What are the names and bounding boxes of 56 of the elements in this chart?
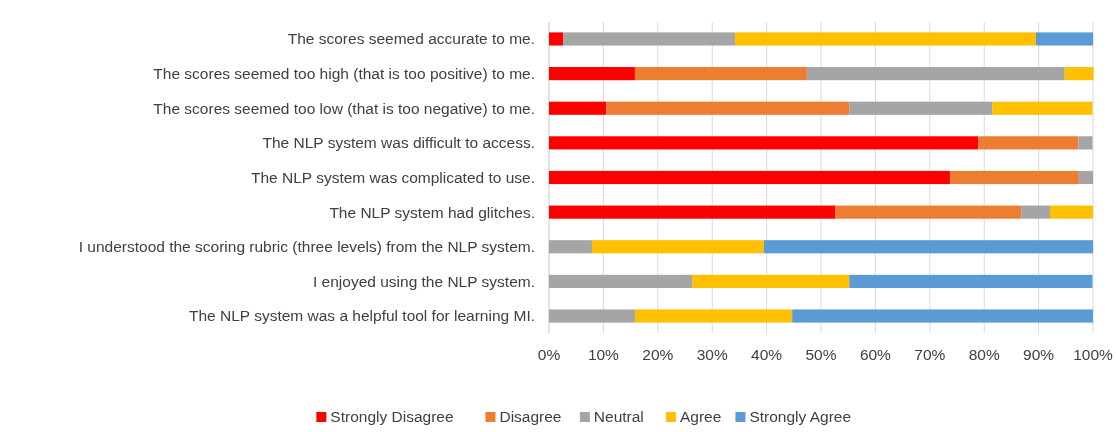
x-tick-label: 10% [587, 346, 620, 363]
y-tick-label: The scores seemed too high (that is too positive) to me. [153, 65, 535, 83]
legend-label: Agree [679, 408, 722, 426]
x-tick-label: 80% [968, 346, 1000, 363]
bar [692, 274, 850, 288]
legend-label: Neutral [593, 408, 644, 426]
bar [549, 205, 836, 219]
bar [1035, 32, 1093, 46]
x-tick-label: 100% [1073, 346, 1114, 363]
bar [563, 32, 736, 46]
bar [835, 205, 1022, 219]
bar [992, 101, 1093, 115]
bar [735, 32, 1036, 46]
bar [634, 309, 793, 323]
bar [849, 274, 1093, 288]
bar [634, 67, 807, 81]
x-tick-label: 70% [914, 346, 946, 363]
x-tick-label: 0% [537, 346, 561, 363]
x-tick-label: 60% [859, 346, 892, 363]
y-tick-label: I understood the scoring rubric (three levels) from the NLP system. [78, 238, 535, 256]
bar [1078, 170, 1093, 185]
y-tick-label: The NLP system was difficult to access. [262, 134, 535, 152]
bar [1050, 205, 1093, 219]
bar [549, 240, 592, 254]
bar [792, 309, 1093, 323]
bar [849, 101, 993, 115]
bar [549, 136, 979, 150]
bar [606, 101, 850, 115]
bar [549, 170, 950, 185]
x-tick-label: 50% [805, 346, 837, 363]
bar [1064, 67, 1094, 81]
bar [549, 67, 635, 81]
y-tick-label: The NLP system was a helpful tool for learning MI. [188, 307, 535, 325]
y-tick-label: I enjoyed using the NLP system. [312, 272, 535, 290]
bar [591, 240, 764, 254]
bar [978, 136, 1079, 150]
x-tick-label: 20% [642, 346, 674, 363]
y-tick-label: The NLP system had glitches. [329, 203, 535, 221]
bar [1078, 136, 1093, 150]
x-tick-label: 90% [1023, 346, 1055, 363]
legend-label: Disagree [499, 408, 562, 426]
bar [949, 170, 1079, 185]
y-tick-label: The scores seemed accurate to me. [287, 30, 535, 48]
legend-label: Strongly Disagree [330, 408, 454, 426]
bar [549, 274, 693, 288]
y-tick-label: The NLP system was complicated to use. [250, 168, 535, 186]
y-tick-label: The scores seemed too low (that is too negative) to me. [153, 99, 535, 117]
bar [549, 101, 607, 115]
bar [549, 32, 564, 46]
legend-label: Strongly Agree [749, 408, 852, 426]
bar [549, 309, 635, 323]
x-tick-label: 30% [696, 346, 728, 363]
bar [806, 67, 1065, 81]
bar [763, 240, 1093, 254]
x-tick-label: 40% [751, 346, 783, 363]
bar [1021, 205, 1051, 219]
